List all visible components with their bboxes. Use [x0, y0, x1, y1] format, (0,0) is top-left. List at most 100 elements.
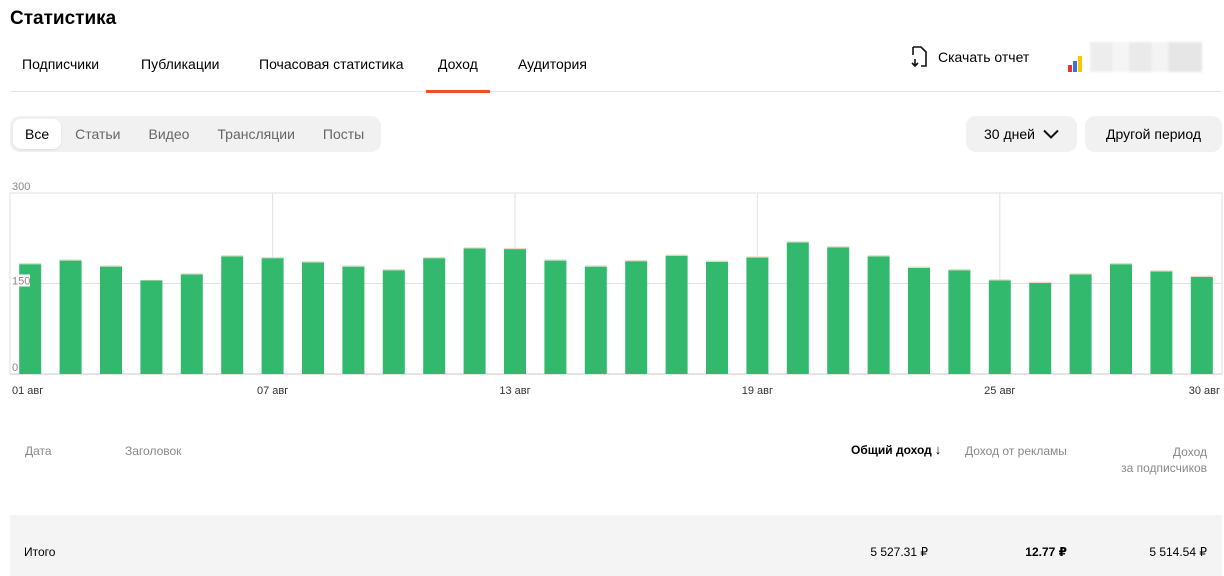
sort-arrow-icon: ↓ [934, 442, 942, 457]
period-selected-value: 30 дней [984, 126, 1035, 142]
bar-main [382, 270, 405, 374]
bar-main [342, 266, 365, 374]
tab-audience[interactable]: Аудитория [518, 56, 587, 72]
bar-secondary [221, 255, 244, 257]
bar-secondary [1110, 262, 1132, 265]
tab-publications[interactable]: Публикации [141, 56, 220, 72]
bar-secondary [706, 260, 728, 262]
bar-secondary [786, 241, 809, 243]
bar-main [746, 257, 769, 374]
bar-secondary [988, 279, 1011, 281]
bar-main [1029, 282, 1052, 374]
bar-secondary [140, 279, 163, 281]
y-tick-label: 150 [12, 276, 30, 288]
column-title[interactable]: Заголовок [125, 444, 182, 458]
bar-secondary [1190, 275, 1213, 277]
totals-subscriber-income: 5 514.54 ₽ [1149, 545, 1207, 559]
bar-main [867, 256, 890, 374]
brand-block[interactable] [1068, 42, 1202, 72]
column-subscriber-income-line1: Доход [1172, 445, 1207, 459]
bar-main [100, 266, 122, 374]
column-date[interactable]: Дата [25, 444, 52, 458]
bar-main [302, 262, 324, 374]
bar-main [908, 267, 930, 374]
y-tick-label: 300 [12, 181, 30, 193]
download-report-label: Скачать отчет [938, 49, 1030, 65]
brand-logo-icon [1068, 56, 1082, 72]
x-tick-label: 13 авг [499, 385, 530, 397]
bar-main [423, 258, 446, 374]
bar-secondary [1029, 281, 1052, 283]
bar-secondary [261, 256, 284, 259]
totals-total-income: 5 527.31 ₽ [870, 545, 928, 559]
bar-main [1150, 271, 1173, 374]
bar-main [463, 248, 486, 374]
bar-secondary [1150, 270, 1173, 272]
x-tick-label: 19 авг [742, 385, 773, 397]
totals-ad-income: 12.77 ₽ [1025, 545, 1067, 559]
bar-main [706, 261, 728, 374]
column-total-income[interactable]: Общий доход ↓ [851, 442, 941, 457]
totals-label: Итого [24, 545, 56, 559]
bar-main [504, 249, 526, 374]
bar-secondary [382, 269, 405, 271]
bar-secondary [19, 262, 42, 265]
tab-income[interactable]: Доход [426, 46, 490, 93]
bar-secondary [827, 246, 850, 248]
bar-secondary [463, 247, 486, 249]
bar-main [1190, 276, 1213, 374]
download-report-button[interactable]: Скачать отчет [910, 44, 1029, 70]
bar-secondary [948, 269, 971, 271]
bar-secondary [100, 265, 122, 267]
bar-main [180, 274, 203, 374]
bar-secondary [665, 254, 688, 256]
bar-main [19, 264, 42, 374]
bar-secondary [746, 256, 769, 258]
bar-main [261, 258, 284, 374]
bar-secondary [584, 265, 607, 267]
bar-main [59, 260, 82, 374]
bar-main [665, 255, 688, 374]
bar-secondary [625, 259, 648, 262]
x-tick-label: 30 авг [1189, 385, 1220, 397]
bar-main [948, 270, 971, 374]
bar-secondary [302, 261, 324, 263]
tab-hourly-stats[interactable]: Почасовая статистика [259, 56, 404, 72]
y-tick-label: 0 [12, 362, 18, 374]
bar-main [1110, 264, 1132, 374]
bar-main [140, 280, 163, 374]
bar-main [786, 242, 809, 374]
column-total-income-label: Общий доход [851, 442, 932, 457]
custom-period-button[interactable]: Другой период [1085, 116, 1222, 152]
column-subscriber-income[interactable]: Доход за подписчиков [1121, 444, 1207, 476]
page-title: Статистика [10, 8, 117, 29]
bar-secondary [504, 247, 526, 250]
bar-main [988, 280, 1011, 374]
filter-video[interactable]: Видео [148, 126, 190, 142]
period-dropdown[interactable]: 30 дней [966, 116, 1077, 152]
filter-articles[interactable]: Статьи [75, 126, 121, 142]
tab-subscribers[interactable]: Подписчики [22, 56, 100, 72]
bar-main [221, 256, 244, 374]
bar-secondary [423, 256, 446, 259]
bar-main [625, 261, 648, 374]
column-ad-income[interactable]: Доход от рекламы [965, 444, 1067, 458]
bar-main [1069, 274, 1092, 374]
column-subscriber-income-line2: за подписчиков [1121, 461, 1207, 475]
bar-main [584, 266, 607, 374]
brand-name-blurred [1090, 42, 1202, 72]
bar-secondary [908, 266, 930, 268]
bar-main [544, 260, 567, 374]
content-type-filter: Все Статьи Видео Трансляции Посты [10, 116, 382, 152]
bar-secondary [544, 259, 567, 261]
filter-streams[interactable]: Трансляции [217, 126, 295, 142]
income-bar-chart: 300 150 0 01 авг 07 авг 13 авг 19 авг 25 авг 30 … [9, 181, 1223, 397]
y-tick-label-bg [11, 274, 30, 287]
filter-posts[interactable]: Посты [322, 126, 365, 142]
chevron-down-icon [1043, 126, 1059, 142]
filter-all[interactable]: Все [13, 119, 62, 149]
download-file-icon [910, 46, 928, 68]
totals-row: Итого 5 527.31 ₽ 12.77 ₽ 5 514.54 ₽ [10, 515, 1222, 576]
bar-secondary [1069, 273, 1092, 275]
bar-secondary [180, 273, 203, 275]
